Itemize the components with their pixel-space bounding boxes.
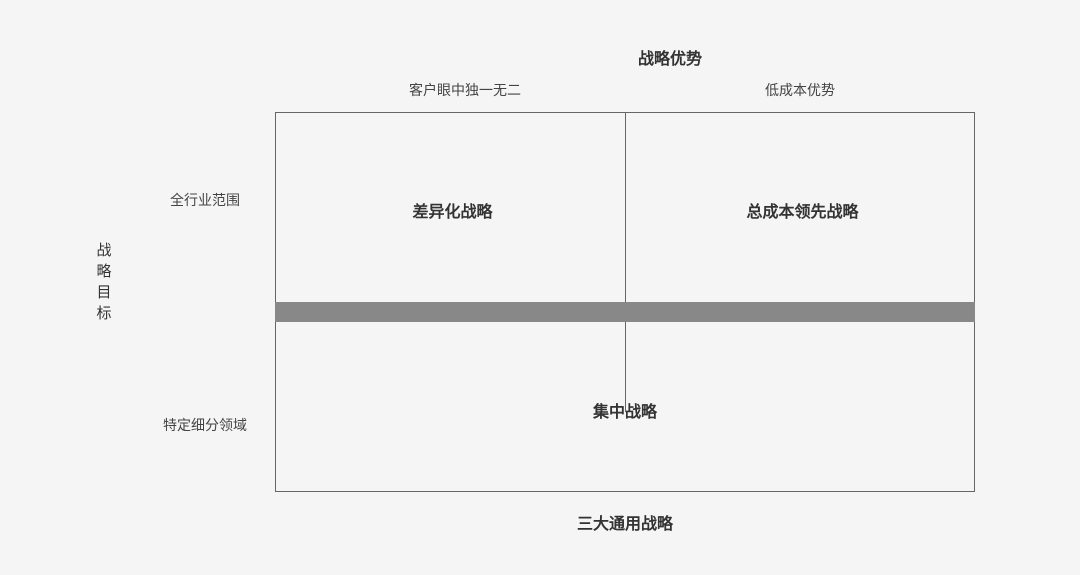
cell-focus: 集中战略 — [275, 398, 975, 422]
bottom-caption: 三大通用战略 — [275, 510, 975, 534]
col-header-lowcost: 低成本优势 — [640, 80, 960, 100]
row-label-industry-wide: 全行业范围 — [145, 190, 265, 210]
row-label-segment: 特定细分领域 — [145, 415, 265, 435]
vertical-divider — [625, 112, 626, 412]
horizontal-band — [275, 302, 975, 322]
cell-cost-leadership: 总成本领先战略 — [630, 198, 975, 222]
top-axis-title: 战略优势 — [520, 45, 820, 69]
strategy-matrix-diagram: 战略优势 客户眼中独一无二 低成本优势 战略目标 全行业范围 特定细分领域 差异… — [120, 30, 1020, 560]
col-header-unique: 客户眼中独一无二 — [305, 80, 625, 100]
left-axis-title: 战略目标 — [95, 240, 113, 324]
cell-differentiation: 差异化战略 — [280, 198, 625, 222]
